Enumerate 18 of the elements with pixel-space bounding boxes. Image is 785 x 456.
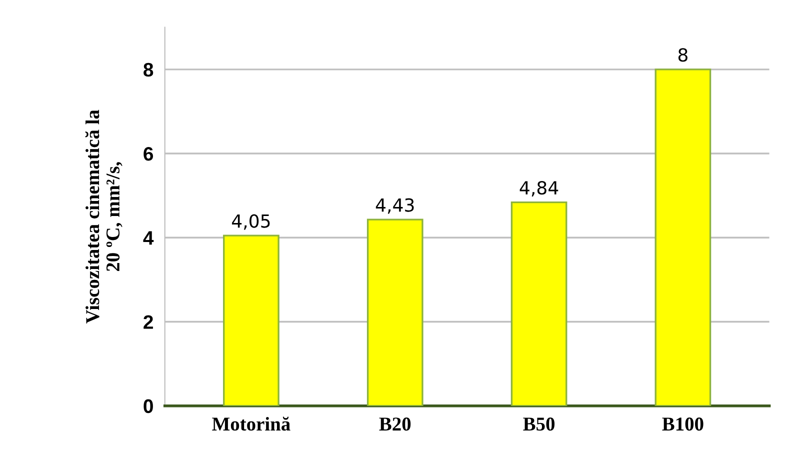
data-label: 4,43 <box>376 198 414 214</box>
bar <box>223 234 280 406</box>
bar <box>654 68 712 406</box>
y-tick-label: 4 <box>143 231 154 245</box>
bar <box>510 201 568 406</box>
y-axis-title: Viscozitatea cinematică la 20 ºC, mm²/s, <box>85 110 122 324</box>
data-label: 4,05 <box>232 214 270 230</box>
y-tick-label: 2 <box>144 315 153 329</box>
x-tick-label: B50 <box>523 418 554 431</box>
bar <box>366 218 424 406</box>
y-tick-label: 0 <box>144 399 153 414</box>
y-tick-label: 8 <box>144 62 154 77</box>
data-label: 8 <box>678 48 688 62</box>
x-tick-label: B20 <box>379 418 411 431</box>
x-tick-label: Motorină <box>212 416 290 431</box>
y-tick-label: 6 <box>144 146 154 161</box>
x-tick-label: B100 <box>662 418 704 431</box>
data-label: 4,84 <box>520 180 558 196</box>
